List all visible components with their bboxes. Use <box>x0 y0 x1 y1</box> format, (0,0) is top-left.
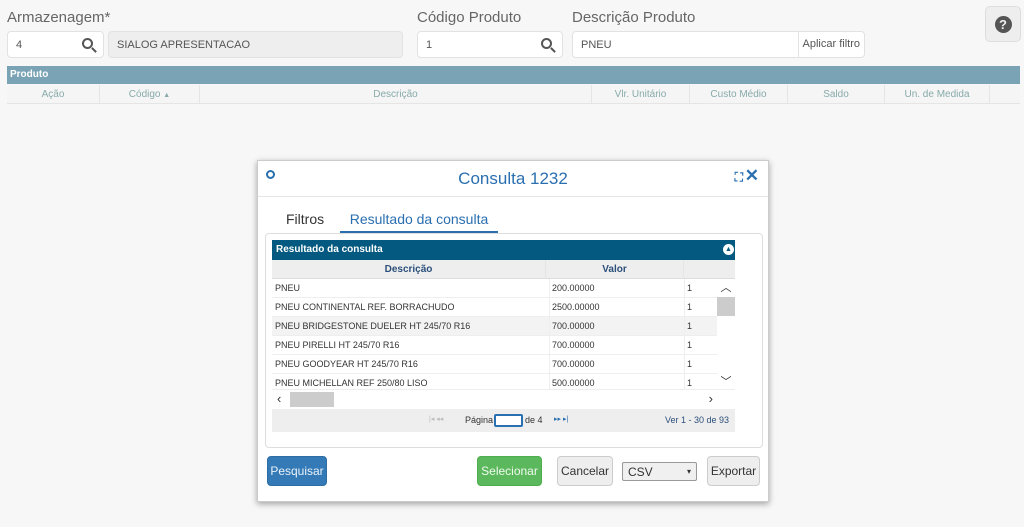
exportar-button[interactable]: Exportar <box>707 456 760 486</box>
cell-c3: 1 <box>684 374 692 389</box>
col-codigo-label: Código <box>128 89 161 100</box>
help-button[interactable]: ? <box>985 6 1021 42</box>
cell-valor: 700.00000 <box>549 355 687 374</box>
armazenagem-name-field: SIALOG APRESENTACAO <box>108 31 403 58</box>
page-input[interactable] <box>494 414 523 427</box>
col-saldo[interactable]: Saldo <box>788 85 885 104</box>
scroll-left-icon[interactable]: ‹ <box>277 391 282 406</box>
col-codigo[interactable]: Código ▲ <box>100 85 200 104</box>
cell-valor: 500.00000 <box>549 374 687 389</box>
cell-c3: 1 <box>684 279 692 298</box>
cell-c3: 1 <box>684 355 692 374</box>
grid-body: PNEU 200.00000 1 PNEU CONTINENTAL REF. BORR… <box>272 279 735 389</box>
pesquisar-button[interactable]: Pesquisar <box>267 456 327 486</box>
horizontal-scrollbar[interactable]: ‹ › <box>272 389 735 408</box>
cell-valor: 2500.00000 <box>549 298 687 317</box>
page-count: de 4 <box>525 415 543 425</box>
cell-valor: 700.00000 <box>549 317 687 336</box>
maximize-icon[interactable]: ⛶ <box>734 170 743 184</box>
col-custo-medio[interactable]: Custo Médio <box>690 85 788 104</box>
search-icon[interactable] <box>82 38 93 49</box>
armazenagem-label: Armazenagem* <box>7 9 111 26</box>
pager: |◂ ◂◂ Página de 4 ▸▸ ▸| Ver 1 - 30 de 93 <box>272 409 735 432</box>
scroll-thumb[interactable] <box>717 297 735 316</box>
tab-filtros[interactable]: Filtros <box>286 211 325 227</box>
search-icon[interactable] <box>541 38 552 49</box>
grid-row[interactable]: PNEU BRIDGESTONE DUELER HT 245/70 R16 700… <box>272 317 717 336</box>
cell-descricao: PNEU BRIDGESTONE DUELER HT 245/70 R16 <box>275 321 471 331</box>
cell-c3: 1 <box>684 298 692 317</box>
grid-col-descricao[interactable]: Descrição <box>272 260 546 279</box>
hscroll-thumb[interactable] <box>290 392 334 407</box>
divider <box>258 196 768 197</box>
scroll-down-icon[interactable]: ﹀ <box>720 376 732 388</box>
first-page-icon[interactable]: |◂ ◂◂ <box>429 416 444 423</box>
product-table-header: Ação Código ▲ Descrição Vlr. Unitário Cu… <box>7 85 1020 104</box>
format-value: CSV <box>628 464 653 479</box>
cell-c3: 1 <box>684 336 692 355</box>
codigo-label: Código Produto <box>417 9 522 26</box>
descricao-label: Descrição Produto <box>572 9 696 26</box>
armazenagem-value: 4 <box>16 38 23 51</box>
search-icon <box>266 170 275 179</box>
modal-title: Consulta 1232 <box>458 169 568 188</box>
grid-row[interactable]: PNEU MICHELLAN REF 250/80 LISO 500.00000 1 <box>272 374 717 389</box>
cell-descricao: PNEU PIRELLI HT 245/70 R16 <box>275 340 400 350</box>
descricao-value: PNEU <box>581 38 612 51</box>
col-acao[interactable]: Ação <box>7 85 100 104</box>
cell-descricao: PNEU <box>275 283 301 293</box>
vertical-scrollbar[interactable]: ︿ ﹀ <box>717 279 735 389</box>
cell-descricao: PNEU MICHELLAN REF 250/80 LISO <box>275 378 428 388</box>
cell-descricao: PNEU GOODYEAR HT 245/70 R16 <box>275 359 418 369</box>
cell-c3: 1 <box>684 317 692 336</box>
question-circle-icon: ? <box>994 15 1012 33</box>
selecionar-button[interactable]: Selecionar <box>477 456 542 486</box>
scroll-right-icon[interactable]: › <box>708 391 713 406</box>
descricao-input[interactable]: PNEU Aplicar filtro <box>572 31 865 58</box>
cancelar-button[interactable]: Cancelar <box>557 456 613 486</box>
collapse-icon[interactable]: ▲ <box>723 244 734 255</box>
grid-row[interactable]: PNEU 200.00000 1 <box>272 279 717 298</box>
codigo-value: 1 <box>426 38 433 51</box>
cell-valor: 200.00000 <box>549 279 687 298</box>
tab-resultado[interactable]: Resultado da consulta <box>340 209 498 233</box>
armazenagem-name: SIALOG APRESENTACAO <box>117 38 251 51</box>
grid-row[interactable]: PNEU CONTINENTAL REF. BORRACHUDO 2500.000… <box>272 298 717 317</box>
armazenagem-input[interactable]: 4 <box>7 31 104 58</box>
apply-filter-button[interactable]: Aplicar filtro <box>797 32 864 57</box>
col-un-medida[interactable]: Un. de Medida <box>885 85 990 104</box>
sort-asc-icon: ▲ <box>163 92 171 99</box>
scroll-up-icon[interactable]: ︿ <box>720 282 732 294</box>
cell-valor: 700.00000 <box>549 336 687 355</box>
next-page-icon[interactable]: ▸▸ ▸| <box>554 416 569 423</box>
grid-row[interactable]: PNEU PIRELLI HT 245/70 R16 700.00000 1 <box>272 336 717 355</box>
result-panel: Resultado da consulta ▲ Descrição Valor … <box>265 233 763 448</box>
grid-header: Descrição Valor <box>272 260 735 279</box>
page-label: Página <box>465 415 494 425</box>
col-descricao[interactable]: Descrição <box>200 85 592 104</box>
product-table-title: Produto <box>7 66 1020 84</box>
format-select[interactable]: CSV ▾ <box>622 462 697 481</box>
codigo-input[interactable]: 1 <box>417 31 563 58</box>
consulta-modal: Consulta 1232 ⛶ ✕ Filtros Resultado da c… <box>257 160 769 502</box>
grid-col-valor[interactable]: Valor <box>546 260 684 279</box>
col-vlr-unitario[interactable]: Vlr. Unitário <box>592 85 690 104</box>
grid-row[interactable]: PNEU GOODYEAR HT 245/70 R16 700.00000 1 <box>272 355 717 374</box>
grid-title: Resultado da consulta <box>272 240 735 260</box>
cell-descricao: PNEU CONTINENTAL REF. BORRACHUDO <box>275 302 455 312</box>
chevron-down-icon: ▾ <box>686 467 691 476</box>
close-icon[interactable]: ✕ <box>744 166 759 185</box>
records-info: Ver 1 - 30 de 93 <box>664 415 729 425</box>
